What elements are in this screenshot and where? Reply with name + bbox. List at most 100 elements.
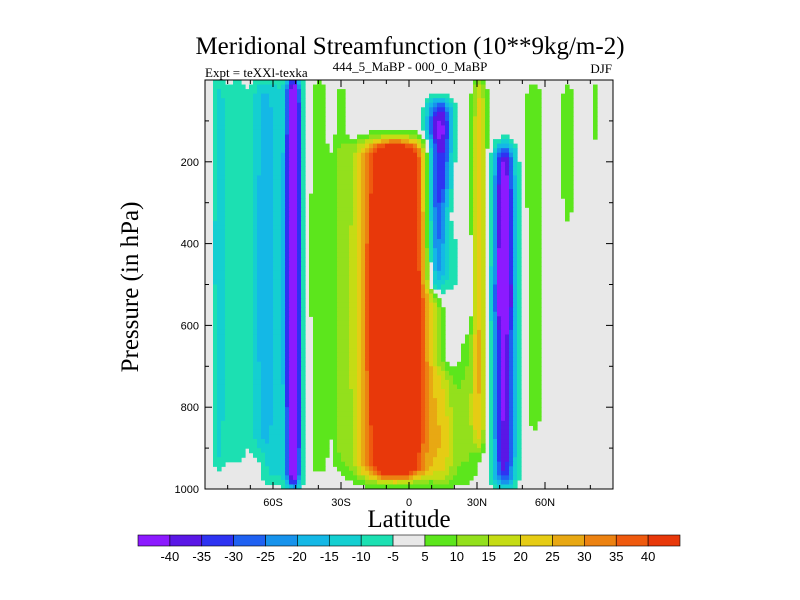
contour-cell	[309, 202, 338, 208]
contour-cell	[429, 311, 434, 317]
contour-cell	[501, 202, 510, 208]
contour-cell	[481, 320, 486, 326]
contour-cell	[257, 207, 274, 213]
contour-cell	[421, 239, 426, 245]
contour-cell	[297, 229, 302, 236]
contour-cell	[525, 170, 542, 177]
contour-cell	[433, 102, 438, 108]
contour-cell	[361, 452, 366, 458]
contour-cell	[529, 348, 542, 354]
contour-cell	[421, 261, 426, 267]
contour-cell	[493, 257, 498, 263]
contour-cell	[489, 411, 494, 417]
contour-cell	[529, 211, 542, 217]
contour-cell	[477, 239, 482, 245]
contour-cell	[493, 275, 498, 281]
contour-cell	[429, 439, 442, 445]
contour-cell	[429, 389, 434, 395]
contour-cell	[289, 470, 298, 476]
contour-cell	[493, 466, 498, 472]
contour-cell	[213, 275, 226, 281]
contour-cell	[257, 179, 274, 186]
contour-cell	[365, 375, 370, 381]
contour-cell	[481, 248, 486, 254]
contour-cell	[225, 143, 254, 149]
contour-cell	[373, 457, 418, 463]
contour-cell	[373, 139, 382, 145]
contour-cell	[477, 220, 482, 227]
contour-cell	[473, 270, 478, 277]
contour-cell	[253, 339, 258, 345]
contour-cell	[497, 289, 510, 295]
contour-cell	[497, 248, 510, 254]
contour-cell	[421, 375, 426, 381]
contour-cell	[429, 384, 434, 390]
contour-cell	[433, 220, 438, 227]
contour-cell	[453, 434, 474, 440]
contour-cell	[353, 193, 358, 199]
contour-cell	[493, 416, 498, 422]
contour-cell	[213, 193, 218, 199]
contour-cell	[493, 348, 498, 354]
contour-cell	[477, 161, 482, 167]
contour-cell	[217, 148, 226, 154]
contour-cell	[473, 398, 482, 404]
contour-cell	[497, 257, 510, 263]
contour-cell	[421, 343, 426, 349]
contour-cell	[261, 129, 274, 136]
contour-cell	[361, 375, 366, 381]
contour-cell	[441, 325, 446, 331]
contour-cell	[433, 384, 442, 390]
contour-cell	[565, 211, 570, 217]
contour-cell	[253, 307, 258, 313]
contour-cell	[441, 352, 446, 358]
contour-cell	[497, 475, 502, 481]
contour-cell	[489, 307, 494, 313]
contour-cell	[417, 148, 422, 154]
contour-cell	[469, 416, 474, 422]
contour-cell	[517, 289, 522, 295]
contour-cell	[513, 448, 518, 454]
contour-cell	[437, 361, 446, 367]
contour-cell	[369, 239, 418, 245]
contour-cell	[493, 370, 498, 376]
colorbar-label: 35	[609, 549, 623, 564]
contour-cell	[289, 375, 298, 381]
contour-cell	[213, 352, 218, 358]
contour-cell	[429, 225, 434, 231]
contour-cell	[481, 370, 486, 376]
contour-cell	[365, 366, 370, 372]
contour-cell	[509, 298, 514, 304]
contour-cell	[477, 443, 482, 449]
contour-cell	[501, 229, 510, 236]
contour-cell	[493, 411, 498, 417]
contour-cell	[273, 111, 286, 117]
contour-cell	[489, 252, 494, 258]
colorbar-swatch	[328, 534, 362, 547]
contour-cell	[361, 275, 366, 281]
contour-cell	[417, 239, 422, 245]
contour-cell	[441, 207, 446, 213]
contour-cell	[225, 275, 254, 281]
contour-cell	[517, 352, 522, 358]
contour-cell	[469, 202, 474, 208]
contour-cell	[509, 243, 514, 249]
contour-cell	[489, 202, 494, 208]
contour-cell	[421, 202, 426, 208]
contour-cell	[477, 248, 482, 254]
contour-cell	[273, 298, 282, 304]
contour-cell	[261, 370, 274, 376]
contour-cell	[561, 184, 574, 190]
contour-cell	[261, 152, 274, 158]
contour-cell	[469, 398, 474, 404]
contour-cell	[213, 302, 218, 308]
contour-cell	[409, 470, 414, 476]
contour-cell	[341, 143, 358, 149]
contour-cell	[473, 152, 478, 158]
contour-cell	[361, 429, 366, 436]
contour-cell	[445, 98, 450, 104]
contour-cell	[449, 107, 454, 113]
contour-cell	[477, 361, 482, 367]
contour-cell	[497, 479, 502, 486]
contour-cell	[297, 175, 302, 181]
